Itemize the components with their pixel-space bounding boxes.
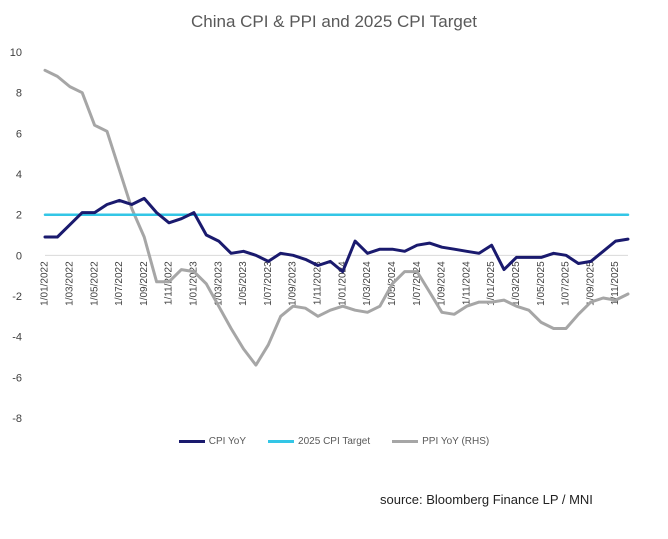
source-note: source: Bloomberg Finance LP / MNI (380, 492, 593, 507)
x-tick-label: 1/11/2023 (313, 261, 324, 305)
legend-item-target: 2025 CPI Target (268, 436, 370, 447)
x-tick-label: 1/03/2025 (511, 261, 522, 306)
x-tick-label: 1/03/2024 (362, 261, 373, 306)
x-tick-label: 1/05/2022 (89, 261, 100, 306)
series-layer (43, 68, 630, 367)
legend-label-target: 2025 CPI Target (298, 436, 371, 447)
x-tick-label: 1/09/2024 (437, 261, 448, 306)
y-tick-label: 6 (16, 128, 22, 140)
legend-swatch-cpi (178, 440, 205, 443)
y-tick-label: 10 (10, 47, 22, 59)
y-tick-label: -2 (12, 291, 22, 303)
x-tick-label: 1/03/2023 (213, 261, 224, 306)
x-tick-label: 1/01/2025 (486, 261, 497, 306)
y-tick-label: 4 (16, 169, 22, 181)
x-tick-label: 1/11/2024 (461, 261, 472, 305)
y-axis: 10 8 6 4 2 0 -2 -4 -6 -8 (10, 47, 22, 425)
x-tick-label: 1/05/2023 (238, 261, 249, 306)
chart-title: China CPI & PPI and 2025 CPI Target (190, 12, 478, 31)
x-tick-label: 1/01/2024 (337, 261, 348, 306)
x-tick-label: 1/09/2025 (585, 261, 596, 306)
x-tick-label: 1/11/2025 (610, 261, 621, 305)
y-tick-label: 2 (16, 210, 22, 222)
series-line-ppi (43, 68, 630, 367)
x-tick-label: 1/07/2022 (114, 261, 125, 306)
x-tick-label: 1/09/2023 (288, 261, 299, 306)
legend-item-ppi: PPI YoY (RHS) (392, 436, 489, 447)
y-tick-label: 0 (16, 250, 22, 262)
x-tick-label: 1/05/2025 (536, 261, 547, 306)
y-tick-label: -6 (12, 372, 22, 384)
legend-label-cpi: CPI YoY (208, 436, 247, 447)
legend: CPI YoY 2025 CPI Target PPI YoY (RHS) (0, 436, 668, 447)
x-tick-label: 1/07/2025 (561, 261, 572, 306)
x-tick-label: 1/03/2022 (64, 261, 75, 306)
x-tick-label: 1/07/2024 (412, 261, 423, 306)
y-tick-label: 8 (16, 88, 22, 100)
legend-item-cpi: CPI YoY (178, 436, 247, 447)
x-tick-label: 1/01/2023 (188, 261, 199, 306)
legend-label-ppi: PPI YoY (RHS) (422, 436, 490, 447)
x-tick-label: 1/07/2023 (263, 261, 274, 306)
series-line-cpi (43, 196, 630, 274)
x-tick-label: 1/09/2022 (139, 261, 150, 306)
legend-swatch-target (268, 440, 295, 443)
y-tick-label: -8 (12, 413, 22, 425)
x-tick-label: 1/01/2022 (40, 261, 51, 306)
y-tick-label: -4 (12, 332, 22, 344)
legend-swatch-ppi (392, 440, 419, 443)
